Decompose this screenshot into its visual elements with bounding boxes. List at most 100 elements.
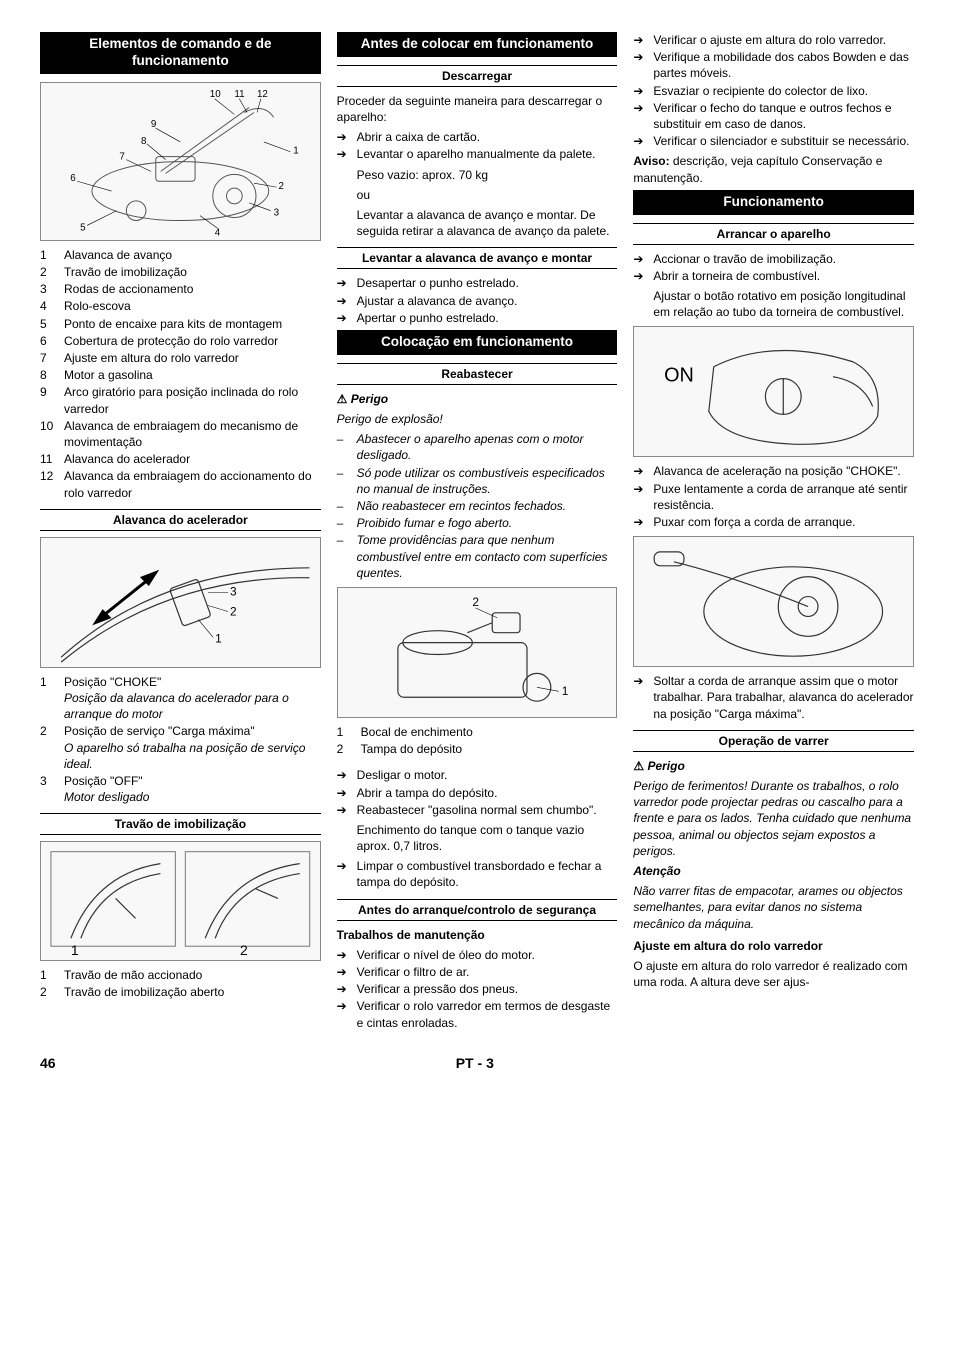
heading-maintenance: Trabalhos de manutenção: [337, 927, 618, 943]
svg-text:3: 3: [274, 207, 280, 218]
aviso-text: descrição, veja capítulo Conservação e m…: [633, 154, 882, 184]
list-item: Reabastecer "gasolina normal sem chumbo"…: [337, 802, 618, 818]
start-steps-2: Alavanca de aceleração na posição "CHOKE…: [633, 463, 914, 530]
list-item: Abastecer o aparelho apenas com o motor …: [337, 431, 618, 463]
list-item: 1Alavanca de avanço: [40, 247, 321, 263]
list-item: Verificar o filtro de ar.: [337, 964, 618, 980]
list-item: Verificar o rolo varredor em termos de d…: [337, 998, 618, 1030]
aviso-line: Aviso: descrição, veja capítulo Conserva…: [633, 153, 914, 185]
heading-sweep: Operação de varrer: [633, 730, 914, 752]
figure-machine-overview: 101112 987 654 123: [40, 82, 321, 241]
svg-text:5: 5: [80, 222, 86, 233]
page-columns: Elementos de comando e de funcionamento …: [40, 28, 914, 1035]
start-steps-3: Soltar a corda de arranque assim que o m…: [633, 673, 914, 722]
danger-items: Abastecer o aparelho apenas com o motor …: [337, 431, 618, 581]
accelerator-list: 1Posição "CHOKE"Posição da alavanca do a…: [40, 674, 321, 806]
list-item: 8Motor a gasolina: [40, 367, 321, 383]
heading-mount: Levantar a alavanca de avanço e montar: [337, 247, 618, 269]
list-item: 2Travão de imobilização aberto: [40, 984, 321, 1000]
attention-label: Atenção: [633, 863, 914, 879]
list-item: Verificar o ajuste em altura do rolo var…: [633, 32, 914, 48]
footer-lang: PT: [456, 1055, 474, 1071]
list-item: 11Alavanca do acelerador: [40, 451, 321, 467]
list-item: 1Travão de mão accionado: [40, 967, 321, 983]
list-item: 4Rolo-escova: [40, 298, 321, 314]
list-item: 2Tampa do depósito: [337, 741, 618, 757]
svg-text:2: 2: [240, 943, 248, 959]
heading-before-operation: Antes de colocar em funcionamento: [337, 32, 618, 57]
svg-text:1: 1: [71, 943, 79, 959]
list-item: 2Posição de serviço "Carga máxima"O apar…: [40, 723, 321, 772]
list-item: Abrir a caixa de cartão.: [337, 129, 618, 145]
heading-start: Arrancar o aparelho: [633, 223, 914, 245]
refuel-steps: Desligar o motor.Abrir a tampa do depósi…: [337, 767, 618, 818]
svg-text:1: 1: [293, 145, 298, 156]
list-item: Desligar o motor.: [337, 767, 618, 783]
svg-text:1: 1: [561, 684, 568, 698]
figure-engine-refuel: 21: [337, 587, 618, 718]
list-item: 10Alavanca de embraiagem do mecanismo de…: [40, 418, 321, 450]
parts-list: 1Alavanca de avanço2Travão de imobilizaç…: [40, 247, 321, 501]
list-item: Verificar o silenciador e substituir se …: [633, 133, 914, 149]
list-item: Verificar o fecho do tanque e outros fec…: [633, 100, 914, 132]
list-item: Abrir a torneira de combustível.: [633, 268, 914, 284]
danger-label-2: Perigo: [633, 758, 914, 774]
column-3: Verificar o ajuste em altura do rolo var…: [633, 28, 914, 1035]
list-item: Proibido fumar e fogo aberto.: [337, 515, 618, 531]
list-item: 3Rodas de accionamento: [40, 281, 321, 297]
svg-text:12: 12: [257, 89, 268, 100]
column-2: Antes de colocar em funcionamento Descar…: [337, 28, 618, 1035]
page-footer: 46 PT - 3: [40, 1055, 914, 1071]
list-item: Apertar o punho estrelado.: [337, 310, 618, 326]
list-item: 3Posição "OFF"Motor desligado: [40, 773, 321, 805]
list-item: 2Travão de imobilização: [40, 264, 321, 280]
brake-list: 1Travão de mão accionado2Travão de imobi…: [40, 967, 321, 1000]
height-adjust-text: O ajuste em altura do rolo varredor é re…: [633, 958, 914, 990]
list-item: 1Bocal de enchimento: [337, 724, 618, 740]
list-item: Tome providências para que nenhum combus…: [337, 532, 618, 581]
svg-text:9: 9: [151, 119, 156, 130]
svg-text:8: 8: [141, 136, 147, 147]
danger-text: Perigo de explosão!: [337, 411, 618, 427]
svg-text:10: 10: [210, 89, 221, 100]
footer-page-left: 46: [40, 1055, 56, 1071]
svg-text:11: 11: [234, 89, 244, 100]
column-1: Elementos de comando e de funcionamento …: [40, 28, 321, 1035]
on-label: ON: [664, 365, 694, 387]
list-item: Puxe lentamente a corda de arranque até …: [633, 481, 914, 513]
refuel-parts: 1Bocal de enchimento2Tampa do depósito: [337, 724, 618, 757]
footer-dash: -: [474, 1055, 486, 1071]
maintenance-steps-cont: Verificar o ajuste em altura do rolo var…: [633, 32, 914, 149]
heading-operation: Funcionamento: [633, 190, 914, 215]
svg-text:7: 7: [119, 151, 124, 162]
unload-intro: Proceder da seguinte maneira para descar…: [337, 93, 618, 125]
unload-or: ou: [337, 187, 618, 203]
figure-pull-starter: [633, 536, 914, 667]
list-item: Levantar o aparelho manualmente da palet…: [337, 146, 618, 162]
figure-brake: 12: [40, 841, 321, 961]
list-item: 1Posição "CHOKE"Posição da alavanca do a…: [40, 674, 321, 723]
danger-text-2: Perigo de ferimentos! Durante os trabalh…: [633, 778, 914, 859]
start-steps: Accionar o travão de imobilização.Abrir …: [633, 251, 914, 284]
heading-brake: Travão de imobilização: [40, 813, 321, 835]
svg-text:2: 2: [472, 595, 479, 609]
list-item: 6Cobertura de protecção do rolo varredor: [40, 333, 321, 349]
refuel-steps-2: Limpar o combustível transbordado e fech…: [337, 858, 618, 890]
svg-text:4: 4: [215, 227, 221, 238]
list-item: 9Arco giratório para posição inclinada d…: [40, 384, 321, 416]
unload-weight: Peso vazio: aprox. 70 kg: [337, 167, 618, 183]
list-item: Esvaziar o recipiente do colector de lix…: [633, 83, 914, 99]
heading-refuel: Reabastecer: [337, 363, 618, 385]
mount-steps: Desapertar o punho estrelado.Ajustar a a…: [337, 275, 618, 326]
svg-text:6: 6: [70, 173, 76, 184]
list-item: Alavanca de aceleração na posição "CHOKE…: [633, 463, 914, 479]
list-item: 7Ajuste em altura do rolo varredor: [40, 350, 321, 366]
unload-alt: Levantar a alavanca de avanço e montar. …: [337, 207, 618, 239]
footer-center: PT - 3: [56, 1055, 894, 1071]
svg-text:2: 2: [230, 604, 237, 618]
list-item: Puxar com força a corda de arranque.: [633, 514, 914, 530]
heading-commissioning: Colocação em funcionamento: [337, 330, 618, 355]
heading-unload: Descarregar: [337, 65, 618, 87]
svg-text:3: 3: [230, 584, 237, 598]
list-item: Só pode utilizar os combustíveis especif…: [337, 465, 618, 497]
